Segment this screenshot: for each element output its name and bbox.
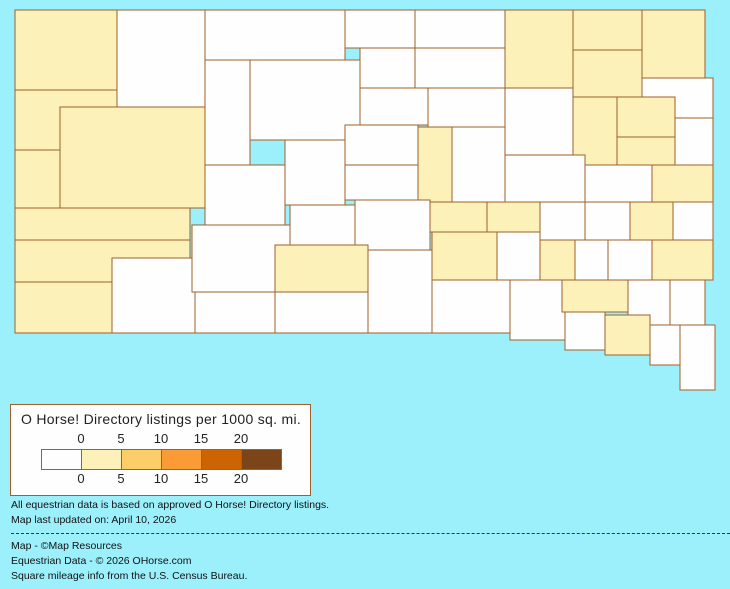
legend-swatch-5 [242,450,281,469]
county [574,239,609,281]
county [191,224,291,293]
tick: 0 [77,471,85,486]
county [504,9,574,89]
county [564,311,606,351]
county [367,249,433,334]
tick: 5 [117,431,125,446]
county [359,87,429,126]
county [572,9,643,51]
county [584,201,631,241]
county [14,281,113,334]
county [496,231,541,281]
county [431,231,498,281]
county [607,239,653,281]
county [539,239,576,281]
county [539,201,586,241]
legend-swatch-4 [202,450,242,469]
legend: O Horse! Directory listings per 1000 sq.… [10,404,311,496]
tick: 0 [77,431,85,446]
county [509,279,566,341]
legend-swatch-2 [122,450,162,469]
county [584,164,653,203]
county [641,9,706,79]
county [604,314,651,356]
county [284,139,346,206]
map-credit: Map - ©Map Resources [11,540,123,552]
tick: 5 [117,471,125,486]
data-basis-note: All equestrian data is based on approved… [11,499,330,511]
county [429,201,488,233]
county [431,279,511,334]
county [111,257,196,334]
tick: 15 [193,471,209,486]
updated-note: Map last updated on: April 10, 2026 [11,514,177,526]
legend-swatch-0 [42,450,82,469]
county [344,124,419,166]
county [194,291,276,334]
county [204,59,251,166]
county [14,207,191,241]
county [451,126,506,203]
tick: 10 [153,471,169,486]
county [672,201,714,241]
county [561,279,629,313]
county [572,49,643,98]
county [249,59,361,141]
county [414,9,506,49]
county [414,47,506,89]
legend-color-bar [41,449,282,470]
county [679,324,716,391]
south-dakota-county-map [14,9,716,391]
county [344,164,419,201]
county [651,239,714,281]
county [359,47,416,89]
data-credit: Equestrian Data - © 2026 OHorse.com [11,555,192,567]
county [59,106,206,209]
county [274,291,369,334]
county [486,201,541,233]
tick: 10 [153,431,169,446]
county [504,154,586,203]
county [204,9,346,61]
county [344,9,416,49]
county [504,87,574,156]
county [616,96,676,138]
county [629,201,674,241]
county [14,9,118,91]
legend-swatch-3 [162,450,202,469]
divider [11,533,730,534]
legend-title: O Horse! Directory listings per 1000 sq.… [21,411,302,427]
county [427,87,506,128]
county [417,126,453,203]
county [669,279,706,326]
county [616,136,676,166]
tick: 15 [193,431,209,446]
census-credit: Square mileage info from the U.S. Census… [11,570,248,582]
tick: 20 [233,431,249,446]
county [274,244,369,293]
county [354,199,431,251]
county [651,164,714,203]
county [289,204,356,246]
county [649,324,681,366]
county [204,164,286,226]
legend-swatch-1 [82,450,122,469]
county [674,117,714,166]
county [14,149,61,209]
county [116,9,206,108]
tick: 20 [233,471,249,486]
